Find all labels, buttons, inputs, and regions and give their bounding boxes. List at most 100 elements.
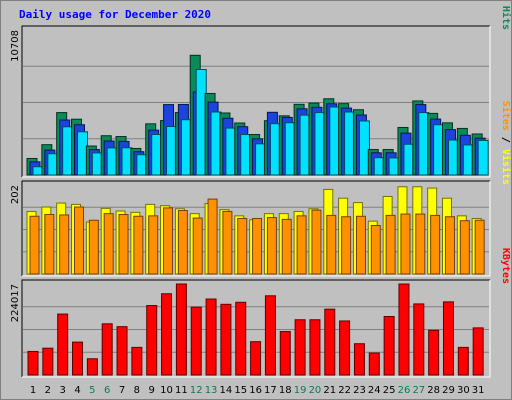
bar-kbytes-day-17 bbox=[264, 295, 276, 376]
bar-kbytes-day-9 bbox=[146, 305, 158, 376]
legend-sites: Sites bbox=[500, 101, 512, 131]
chart-title: Daily usage for December 2020 bbox=[19, 8, 212, 21]
panel-1-border-light bbox=[22, 26, 491, 178]
panel-3-max-label: 224017 bbox=[10, 284, 21, 322]
x-tick-label: 20 bbox=[309, 385, 322, 396]
bar-kbytes-day-30 bbox=[457, 346, 469, 376]
x-tick-label: 8 bbox=[134, 385, 140, 396]
legend-separator: / bbox=[500, 0, 511, 6]
bar-sites-day-8 bbox=[133, 215, 144, 275]
bar-kbytes-day-18 bbox=[279, 331, 291, 376]
bar-kbytes-day-23 bbox=[353, 343, 365, 376]
panel-2-max-label: 202 bbox=[10, 185, 21, 204]
bar-sites-day-19 bbox=[296, 215, 307, 275]
bar-kbytes-day-29 bbox=[442, 301, 454, 376]
bar-kbytes-day-24 bbox=[368, 352, 380, 376]
bar-sites-day-28 bbox=[430, 214, 441, 275]
legend-hits: Hits bbox=[500, 6, 512, 30]
bar-sites-day-24 bbox=[370, 225, 381, 275]
x-tick-label: 27 bbox=[412, 385, 425, 396]
bar-kbytes-day-20 bbox=[309, 319, 321, 376]
bar-sites-day-29 bbox=[444, 216, 455, 275]
bar-sites-day-15 bbox=[237, 217, 248, 275]
x-tick-label: 16 bbox=[249, 385, 262, 396]
bar-kbytes-day-11 bbox=[175, 283, 187, 376]
x-tick-label: 28 bbox=[427, 385, 440, 396]
bar-sites-day-25 bbox=[385, 214, 396, 275]
x-tick-label: 19 bbox=[294, 385, 307, 396]
x-tick-label: 9 bbox=[149, 385, 155, 396]
bar-kbytes-day-8 bbox=[131, 346, 143, 376]
bar-kbytes-day-26 bbox=[398, 283, 410, 376]
bar-sites-day-20 bbox=[311, 209, 322, 275]
x-tick-label: 31 bbox=[472, 385, 485, 396]
bar-sites-day-18 bbox=[281, 218, 292, 275]
x-tick-label: 12 bbox=[190, 385, 203, 396]
x-tick-label: 6 bbox=[104, 385, 110, 396]
x-tick-label: 18 bbox=[279, 385, 292, 396]
bar-kbytes-day-31 bbox=[472, 327, 484, 376]
bar-sites-day-12 bbox=[192, 217, 203, 275]
bar-kbytes-day-1 bbox=[27, 350, 39, 376]
bar-sites-day-13 bbox=[207, 198, 218, 275]
x-tick-label: 13 bbox=[205, 385, 218, 396]
bar-kbytes-day-10 bbox=[161, 293, 173, 376]
x-tick-label: 29 bbox=[442, 385, 455, 396]
x-tick-label: 26 bbox=[398, 385, 411, 396]
bar-sites-day-27 bbox=[415, 213, 426, 275]
panel-1-border-dark bbox=[21, 25, 490, 177]
bar-kbytes-day-13 bbox=[205, 298, 217, 376]
x-tick-label: 1 bbox=[30, 385, 36, 396]
bar-kbytes-day-4 bbox=[72, 341, 84, 376]
panel-1-legend: Pages / Files / Hits bbox=[500, 0, 512, 30]
bar-sites-day-6 bbox=[103, 213, 114, 275]
bar-sites-day-10 bbox=[163, 207, 174, 275]
x-tick-label: 24 bbox=[368, 385, 381, 396]
legend-kbytes: KBytes bbox=[500, 248, 511, 284]
x-tick-label: 21 bbox=[323, 385, 336, 396]
bar-sites-day-2 bbox=[44, 214, 55, 275]
x-tick-label: 4 bbox=[74, 385, 80, 396]
bar-kbytes-day-27 bbox=[413, 303, 425, 376]
bar-kbytes-day-6 bbox=[101, 323, 113, 376]
bar-sites-day-11 bbox=[177, 210, 188, 275]
bar-kbytes-day-2 bbox=[42, 347, 54, 376]
bar-kbytes-day-14 bbox=[220, 303, 232, 376]
bar-kbytes-day-3 bbox=[57, 313, 69, 376]
bar-kbytes-day-16 bbox=[250, 341, 262, 376]
bar-kbytes-day-19 bbox=[294, 319, 306, 376]
bar-kbytes-day-15 bbox=[235, 301, 247, 376]
bar-sites-day-14 bbox=[222, 210, 233, 275]
panel-2-border-light bbox=[22, 181, 491, 277]
bar-kbytes-day-5 bbox=[86, 358, 98, 376]
bar-kbytes-day-7 bbox=[116, 326, 128, 376]
x-tick-label: 7 bbox=[119, 385, 125, 396]
bar-sites-day-22 bbox=[341, 216, 352, 275]
panel-2-border-dark bbox=[21, 180, 490, 276]
x-tick-label: 17 bbox=[264, 385, 277, 396]
x-tick-label: 10 bbox=[160, 385, 173, 396]
bar-sites-day-7 bbox=[118, 214, 129, 275]
bar-sites-day-5 bbox=[88, 219, 99, 275]
x-tick-label: 22 bbox=[338, 385, 351, 396]
x-tick-label: 14 bbox=[220, 385, 233, 396]
x-tick-label: 5 bbox=[89, 385, 95, 396]
bar-sites-day-4 bbox=[74, 206, 85, 275]
bar-pages-day-31 bbox=[477, 139, 489, 176]
x-tick-label: 25 bbox=[383, 385, 396, 396]
x-tick-label: 30 bbox=[457, 385, 470, 396]
bar-sites-day-26 bbox=[400, 213, 411, 275]
panel-3-border-dark bbox=[21, 279, 490, 377]
panel-3-border-light bbox=[22, 280, 491, 378]
panel-2-legend: Sites / Visits bbox=[500, 101, 512, 185]
panel-1-max-label: 10708 bbox=[10, 30, 21, 62]
bar-sites-day-21 bbox=[326, 214, 337, 275]
x-tick-label: 23 bbox=[353, 385, 366, 396]
bar-sites-day-23 bbox=[355, 215, 366, 275]
bar-pages-day-23 bbox=[358, 120, 370, 176]
bar-sites-day-31 bbox=[474, 219, 485, 275]
bar-sites-day-30 bbox=[459, 220, 470, 275]
bar-sites-day-1 bbox=[29, 215, 40, 275]
bar-kbytes-day-21 bbox=[324, 308, 336, 376]
